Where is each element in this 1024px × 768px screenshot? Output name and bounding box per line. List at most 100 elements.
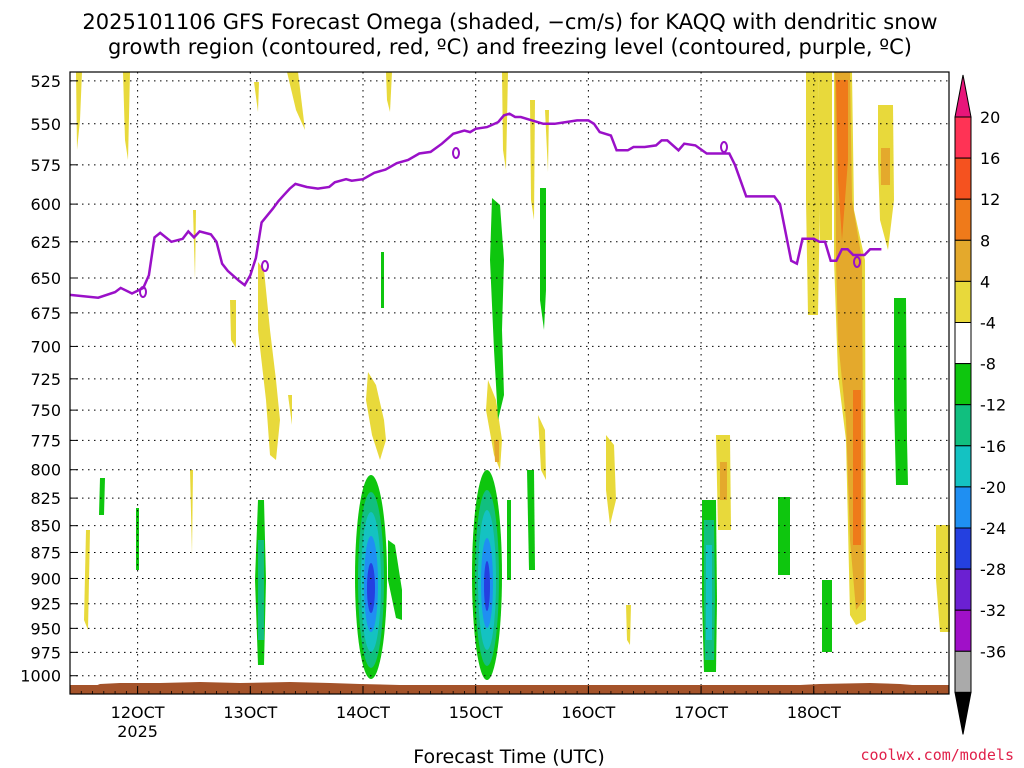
freezing-level-contour-label	[452, 147, 460, 159]
x-tick-label: 14OCT	[336, 703, 390, 722]
omega-shading	[76, 72, 950, 680]
colorbar-label: 8	[980, 231, 990, 250]
x-tick-label: 18OCT	[787, 703, 841, 722]
colorbar-swatch	[954, 445, 972, 488]
omega-region-upward-weak	[936, 525, 950, 632]
omega-region-upward-strong	[853, 390, 861, 545]
terrain-ground-edge	[70, 682, 949, 694]
x-tick-label: 12OCT	[111, 703, 165, 722]
chart-title-line-1: 2025101106 GFS Forecast Omega (shaded, −…	[82, 10, 937, 34]
y-tick-label: 975	[30, 643, 61, 662]
y-tick-label: 575	[30, 156, 61, 175]
omega-region-upward-weak	[494, 440, 499, 462]
x-tick-label: 13OCT	[223, 703, 277, 722]
colorbar-swatch	[954, 239, 972, 282]
colorbar-label: -8	[980, 355, 996, 374]
omega-region-upward-weak	[230, 300, 236, 348]
omega-region-downward-weak	[822, 580, 832, 652]
y-tick-label: 650	[30, 269, 61, 288]
y-tick-label: 625	[30, 233, 61, 252]
site-credit: coolwx.com/models	[860, 746, 1014, 764]
y-tick-label: 875	[30, 543, 61, 562]
omega-region-upward-weak	[626, 605, 631, 645]
x-axis-label: Forecast Time (UTC)	[413, 746, 604, 768]
omega-region-downward-weak	[894, 298, 908, 485]
y-tick-label: 700	[30, 337, 61, 356]
omega-region-upward-weak	[190, 470, 193, 555]
omega-region-downward-weak	[99, 478, 105, 515]
freezing-level-line	[69, 112, 882, 299]
omega-region-upward-weak	[193, 210, 196, 280]
omega-region-upward-weak	[538, 415, 546, 480]
colorbar-label: -24	[980, 519, 1006, 538]
omega-region-upward-weak	[84, 530, 90, 630]
omega-region-upward-strong	[836, 80, 848, 240]
y-tick-label: 950	[30, 619, 61, 638]
omega-region-upward-weak	[606, 435, 616, 525]
colorbar-swatch	[954, 198, 972, 241]
omega-region-upward-weak	[806, 72, 820, 315]
colorbar-label: -12	[980, 396, 1006, 415]
x-tick-label: 15OCT	[449, 703, 503, 722]
omega-region-upward-weak	[386, 72, 392, 112]
y-tick-label: 800	[30, 461, 61, 480]
freezing-level-contour-label	[720, 141, 728, 153]
omega-region-upward-weak	[530, 100, 535, 220]
freezing-level-contour-label	[139, 286, 147, 298]
x-tick-label: 17OCT	[674, 703, 728, 722]
omega-region-downward-weak	[388, 540, 402, 620]
y-tick-label: 900	[30, 569, 61, 588]
colorbar: 20 16 12 8 4 -4 -8 -12 -16 -20 -24 -28 -32 -36	[954, 74, 1006, 735]
y-tick-label: 525	[30, 72, 61, 91]
y-tick-label: 1000	[20, 667, 61, 686]
colorbar-swatch	[954, 157, 972, 200]
omega-region-upward-weak	[288, 395, 292, 425]
y-tick-label: 850	[30, 517, 61, 536]
omega-region-downward-moderate	[706, 545, 712, 640]
omega-region-upward-weak	[366, 372, 386, 460]
omega-region-upward-weak	[254, 82, 259, 112]
colorbar-label: 16	[980, 149, 1000, 168]
colorbar-label: -28	[980, 560, 1006, 579]
colorbar-swatch	[954, 609, 972, 652]
colorbar-label: 4	[980, 272, 990, 291]
colorbar-swatch	[954, 363, 972, 406]
freezing-level-contour-label	[261, 260, 269, 272]
omega-region-upward-moderate	[720, 462, 727, 500]
y-axis: 525 550 575 600 625 650 675 700 725 750 775 800 825 8…	[20, 72, 78, 686]
chart-title-line-2: growth region (contoured, red, ºC) and f…	[108, 35, 912, 59]
colorbar-swatch	[954, 650, 972, 693]
colorbar-label: -36	[980, 642, 1006, 661]
grid-lines	[70, 72, 949, 694]
omega-region-upward-weak	[287, 72, 305, 130]
omega-region-downward-strong	[484, 561, 490, 611]
colorbar-swatch	[954, 527, 972, 570]
y-tick-label: 675	[30, 304, 61, 323]
colorbar-label: -4	[980, 314, 996, 333]
colorbar-swatch	[954, 404, 972, 447]
omega-region-upward-weak	[502, 72, 508, 170]
omega-region-upward-weak	[545, 110, 549, 172]
freezing-level-markers	[139, 141, 861, 298]
colorbar-bottom-triangle	[954, 691, 972, 735]
colorbar-swatch	[954, 116, 972, 159]
colorbar-swatch	[954, 568, 972, 611]
colorbar-label: 12	[980, 190, 1000, 209]
colorbar-swatch	[954, 280, 972, 323]
omega-region-downward-weak	[540, 188, 546, 330]
omega-region-upward-weak	[123, 72, 130, 160]
omega-region-downward-weak	[381, 252, 384, 308]
y-tick-label: 925	[30, 595, 61, 614]
omega-region-downward-weak	[527, 470, 535, 570]
y-tick-label: 775	[30, 431, 61, 450]
omega-region-downward-moderate	[258, 540, 264, 640]
colorbar-top-triangle	[954, 74, 972, 118]
omega-region-downward-weak	[136, 508, 139, 570]
omega-region-upward-weak	[76, 72, 82, 150]
x-tick-label: 16OCT	[561, 703, 615, 722]
y-tick-label: 600	[30, 195, 61, 214]
freezing-level-contour-label	[853, 256, 861, 268]
omega-region-upward-weak	[258, 262, 280, 460]
omega-region-downward-weak	[490, 198, 504, 420]
